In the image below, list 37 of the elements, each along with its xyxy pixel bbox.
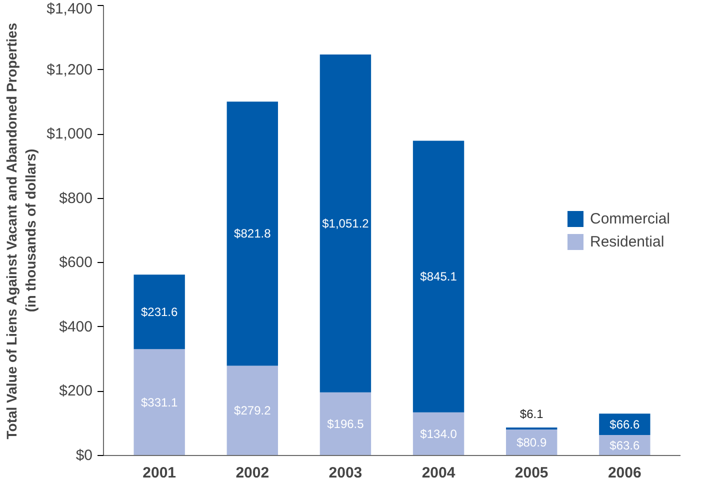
data-label: $196.5 [327, 416, 364, 431]
data-label: $63.6 [610, 438, 640, 452]
y-tick-label: $1,200 [46, 61, 93, 78]
y-axis-title: Total Value of Liens Against Vacant and Abandoned Properties (in thousands of dollars) [3, 22, 39, 440]
bar [226, 102, 278, 366]
legend-label: Commercial [590, 210, 670, 227]
x-tick-label: 2001 [142, 464, 176, 482]
bar [412, 140, 464, 412]
bar [134, 274, 185, 350]
data-label: $66.6 [610, 417, 640, 432]
data-label: $279.2 [234, 404, 272, 418]
bar [134, 349, 185, 456]
y-tick-label: $1,400 [46, 0, 93, 18]
x-tick-label: 2005 [514, 464, 548, 482]
bar [320, 54, 372, 392]
x-tick-label: 2004 [422, 464, 456, 482]
data-label: $845.1 [420, 270, 458, 284]
legend-label: Residential [590, 233, 664, 250]
y-tick-label: $400 [59, 318, 93, 336]
y-tick-label: $800 [59, 190, 93, 207]
bar [226, 366, 278, 456]
data-label: $1,051.2 [322, 216, 370, 230]
data-label: $134.0 [420, 426, 458, 441]
bar [320, 392, 372, 456]
x-tick-label: 2006 [608, 464, 642, 482]
x-tick-label: 2003 [328, 464, 362, 482]
data-label: $331.1 [140, 395, 178, 410]
bar [412, 412, 464, 456]
y-tick-label: $600 [59, 254, 93, 272]
data-label: $231.6 [140, 304, 178, 319]
data-label: $80.9 [516, 436, 547, 450]
y-tick-label: $200 [59, 382, 93, 400]
data-label: $6.1 [520, 406, 544, 421]
x-tick-label: 2002 [236, 464, 270, 482]
y-tick-label: $0 [76, 447, 93, 464]
data-label: $821.8 [234, 226, 272, 241]
y-tick-label: $1,000 [46, 126, 93, 143]
